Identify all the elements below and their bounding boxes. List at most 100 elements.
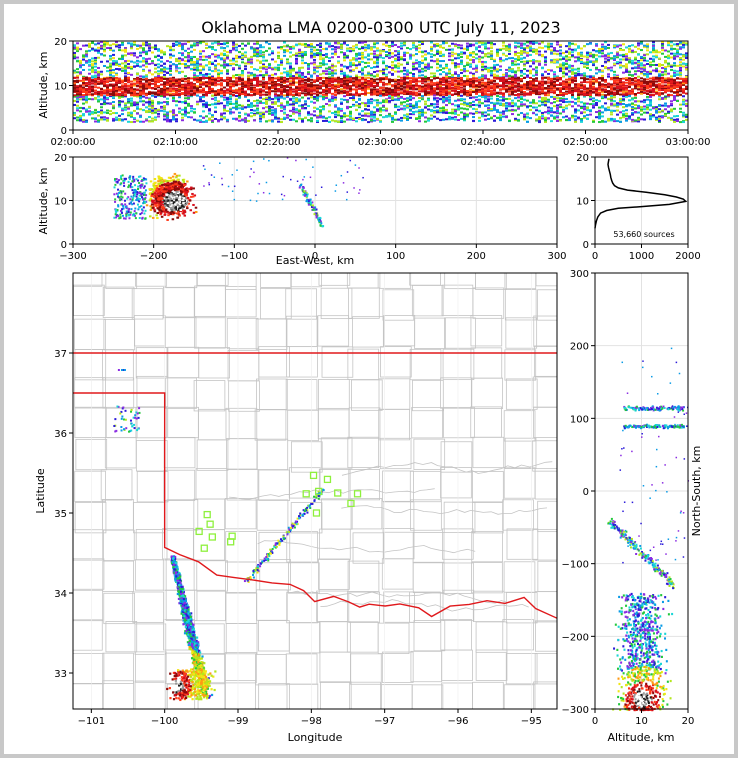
source-cell	[415, 106, 418, 109]
source-cell	[286, 104, 289, 107]
source-cell	[352, 88, 355, 91]
source-cell	[73, 51, 76, 54]
source-cell	[85, 44, 88, 47]
source-cell	[121, 100, 124, 103]
source-cell	[100, 47, 103, 50]
source-cell	[157, 49, 160, 52]
source-cell	[133, 41, 136, 44]
source-cell	[184, 77, 187, 80]
source-cell	[262, 59, 265, 62]
source-cell	[256, 41, 259, 44]
source-cell	[139, 54, 142, 57]
source-cell	[118, 86, 121, 89]
source-cell	[319, 73, 322, 76]
source-cell	[487, 117, 490, 120]
source-cell	[484, 111, 487, 114]
source-cell	[409, 87, 412, 90]
source-cell	[127, 71, 130, 74]
source-cell	[199, 41, 202, 44]
source-cell	[457, 44, 460, 47]
source-cell	[109, 54, 112, 57]
source-cell	[193, 66, 196, 69]
source-cell	[475, 85, 478, 88]
source-cell	[382, 57, 385, 60]
source-cell	[469, 102, 472, 105]
source-cell	[445, 118, 448, 121]
source-cell	[244, 90, 247, 93]
source-cell	[475, 88, 478, 91]
source-cell	[481, 91, 484, 94]
source-cell	[379, 56, 382, 59]
source-cell	[415, 88, 418, 91]
source-cell	[340, 81, 343, 84]
source-cell	[193, 90, 196, 93]
source-cell	[313, 89, 316, 92]
source-cell	[103, 80, 106, 83]
source-cell	[103, 95, 106, 98]
source-cell	[262, 81, 265, 84]
source-cell	[304, 79, 307, 82]
source-cell	[79, 93, 82, 96]
source-cell	[124, 54, 127, 57]
source-cell	[112, 96, 115, 99]
source-cell	[337, 110, 340, 113]
source-cell	[346, 92, 349, 95]
source-cell	[388, 101, 391, 104]
source-cell	[220, 84, 223, 87]
source-cell	[394, 57, 397, 60]
source-cell	[88, 72, 91, 75]
source-cell	[247, 86, 250, 89]
source-cell	[286, 95, 289, 98]
source-cell	[295, 97, 298, 100]
source-cell	[100, 118, 103, 121]
source-cell	[235, 98, 238, 101]
source-cell	[178, 90, 181, 93]
source-cell	[133, 65, 136, 68]
source-cell	[271, 101, 274, 104]
source-cell	[214, 83, 217, 86]
source-cell	[238, 74, 241, 77]
source-cell	[223, 66, 226, 69]
source-cell	[436, 109, 439, 112]
source-cell	[292, 69, 295, 72]
source-cell	[226, 97, 229, 100]
source-cell	[127, 114, 130, 117]
source-cell	[190, 105, 193, 108]
source-cell	[301, 107, 304, 110]
source-cell	[238, 119, 241, 122]
source-cell	[115, 89, 118, 92]
source-cell	[175, 93, 178, 96]
source-cell	[178, 42, 181, 45]
source-cell	[154, 76, 157, 79]
source-cell	[193, 55, 196, 58]
source-cell	[394, 106, 397, 109]
source-cell	[415, 61, 418, 64]
source-cell	[436, 52, 439, 55]
source-cell	[385, 107, 388, 110]
source-cell	[202, 58, 205, 61]
source-cell	[163, 82, 166, 85]
source-cell	[151, 46, 154, 49]
source-cell	[151, 117, 154, 120]
source-cell	[319, 51, 322, 54]
source-cell	[316, 119, 319, 122]
source-cell	[355, 101, 358, 104]
source-cell	[313, 66, 316, 69]
source-cell	[481, 41, 484, 44]
source-cell	[142, 75, 145, 78]
source-cell	[82, 88, 85, 91]
source-cell	[181, 45, 184, 48]
source-cell	[79, 84, 82, 87]
source-cell	[145, 106, 148, 109]
source-cell	[409, 48, 412, 51]
source-cell	[187, 90, 190, 93]
source-cell	[451, 81, 454, 84]
source-cell	[367, 58, 370, 61]
source-cell	[421, 95, 424, 98]
source-cell	[301, 76, 304, 79]
source-cell	[325, 102, 328, 105]
source-cell	[181, 63, 184, 66]
source-cell	[307, 72, 310, 75]
source-cell	[265, 96, 268, 99]
source-cell	[331, 63, 334, 66]
